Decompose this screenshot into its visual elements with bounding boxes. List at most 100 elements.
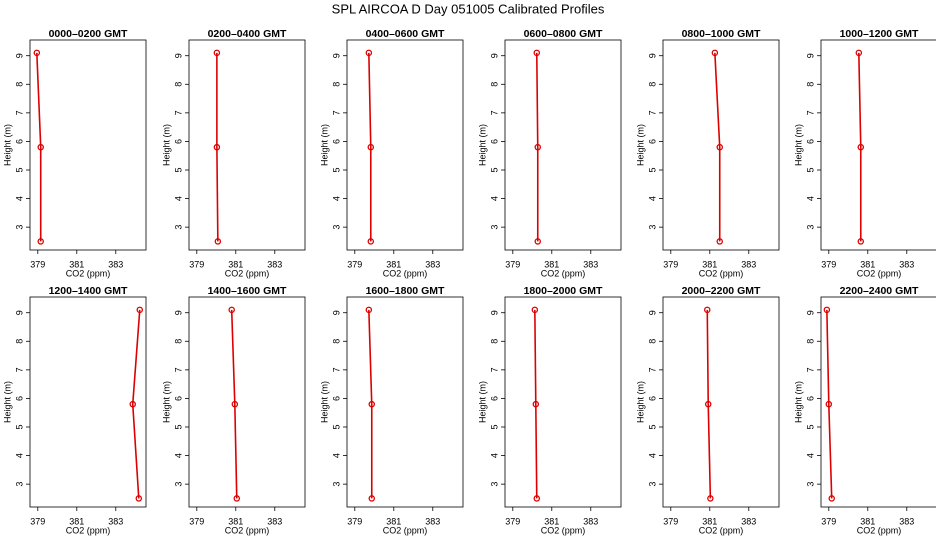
x-axis-label: CO2 (ppm) [66, 268, 111, 278]
y-tick-label: 6 [14, 396, 24, 401]
profile-point [136, 306, 144, 314]
profile-line [706, 309, 712, 499]
profile-point [365, 49, 373, 57]
x-tick-label: 381 [702, 259, 717, 269]
y-tick-label: 6 [331, 396, 341, 401]
y-tick-label: 8 [173, 82, 183, 87]
y-tick-label: 9 [331, 53, 341, 58]
profile-point [365, 306, 373, 314]
panel-title: 0600–0800 GMT [524, 28, 603, 40]
y-tick-label: 4 [805, 453, 815, 458]
profile-line [535, 52, 539, 242]
y-tick-label: 9 [805, 310, 815, 315]
x-tick-label: 381 [860, 259, 875, 269]
y-tick-label: 5 [489, 424, 499, 429]
y-tick-label: 8 [489, 339, 499, 344]
y-tick-label: 9 [489, 53, 499, 58]
y-tick-label: 7 [647, 110, 657, 115]
y-axis-label: Height (m) [793, 381, 803, 423]
y-axis-label: Height (m) [161, 124, 171, 166]
profile-line [826, 309, 833, 499]
y-tick-label: 6 [489, 396, 499, 401]
panel-title: 2000–2200 GMT [682, 285, 761, 297]
y-tick-label: 6 [647, 139, 657, 144]
profile-point [716, 143, 723, 151]
y-axis-label: Height (m) [2, 381, 12, 423]
plot-frame [504, 296, 622, 508]
y-tick-label: 3 [647, 225, 657, 230]
y-tick-label: 9 [489, 310, 499, 315]
y-tick-label: 5 [331, 167, 341, 172]
y-tick-label: 6 [805, 139, 815, 144]
panel-title: 1600–1800 GMT [366, 285, 445, 297]
profile-point [823, 306, 831, 314]
profile-point [33, 49, 41, 57]
x-axis-label: CO2 (ppm) [699, 525, 744, 535]
x-tick-label: 381 [69, 516, 84, 526]
profile-point [704, 400, 712, 408]
y-tick-label: 4 [805, 196, 815, 201]
y-tick-label: 5 [173, 424, 183, 429]
profile-point [37, 143, 44, 151]
x-axis-label: CO2 (ppm) [857, 268, 902, 278]
plot-frame [188, 296, 306, 508]
x-axis-label: CO2 (ppm) [66, 525, 111, 535]
profile-point [37, 238, 44, 245]
y-tick-label: 8 [173, 339, 183, 344]
y-tick-label: 8 [805, 82, 815, 87]
y-tick-label: 4 [331, 453, 341, 458]
y-tick-label: 8 [805, 339, 815, 344]
y-tick-label: 8 [14, 82, 24, 87]
profile-point [368, 495, 376, 502]
x-tick-label: 381 [228, 516, 243, 526]
x-tick-label: 381 [702, 516, 717, 526]
y-tick-label: 7 [14, 367, 24, 372]
y-tick-label: 9 [173, 53, 183, 58]
x-tick-label: 383 [425, 259, 440, 269]
y-tick-label: 5 [331, 424, 341, 429]
plot-frame [662, 296, 780, 508]
profile-line [368, 309, 373, 499]
y-tick-label: 3 [489, 482, 499, 487]
y-tick-label: 7 [173, 367, 183, 372]
y-tick-label: 4 [173, 196, 183, 201]
x-tick-label: 383 [108, 516, 123, 526]
y-tick-label: 7 [173, 110, 183, 115]
y-tick-label: 5 [14, 424, 24, 429]
panel-title: 2200–2400 GMT [840, 285, 919, 297]
x-axis-label: CO2 (ppm) [699, 268, 744, 278]
profile-point [228, 306, 235, 314]
x-tick-label: 379 [663, 259, 678, 269]
profile-line [714, 52, 721, 242]
profile-point [213, 143, 221, 151]
y-tick-label: 3 [805, 225, 815, 230]
x-tick-label: 383 [741, 516, 756, 526]
y-tick-label: 3 [489, 225, 499, 230]
profile-point [129, 400, 136, 408]
y-tick-label: 4 [647, 196, 657, 201]
x-axis-label: CO2 (ppm) [225, 525, 270, 535]
y-tick-label: 9 [647, 310, 657, 315]
plot-frame [820, 39, 936, 251]
profile-line [216, 52, 219, 242]
x-tick-label: 383 [267, 516, 282, 526]
y-tick-label: 4 [489, 196, 499, 201]
y-tick-label: 5 [173, 167, 183, 172]
y-tick-label: 7 [331, 110, 341, 115]
x-axis-label: CO2 (ppm) [383, 268, 428, 278]
y-tick-label: 4 [14, 196, 24, 201]
profile-point [825, 400, 833, 408]
y-tick-label: 4 [331, 196, 341, 201]
x-tick-label: 383 [583, 516, 598, 526]
y-tick-label: 3 [173, 225, 183, 230]
y-tick-label: 6 [647, 396, 657, 401]
y-axis-label: Height (m) [319, 124, 329, 166]
x-tick-label: 381 [544, 516, 559, 526]
y-tick-label: 3 [805, 482, 815, 487]
profile-line [368, 52, 372, 242]
y-tick-label: 5 [805, 424, 815, 429]
x-axis-label: CO2 (ppm) [225, 268, 270, 278]
profile-point [233, 495, 241, 502]
y-tick-label: 9 [14, 310, 24, 315]
